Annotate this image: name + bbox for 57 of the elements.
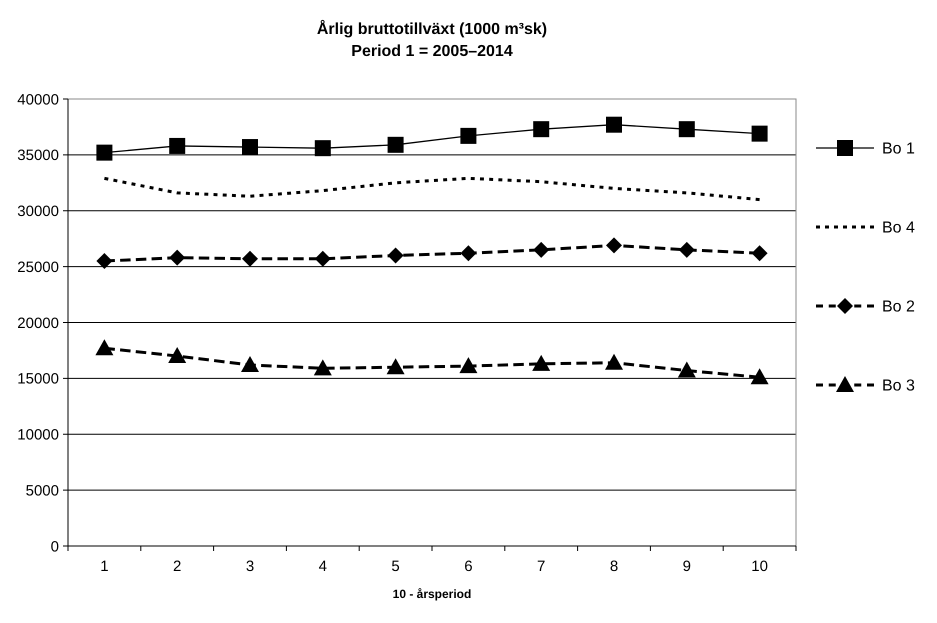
- y-tick-label: 5000: [26, 482, 59, 500]
- x-tick-label: 1: [100, 558, 109, 575]
- point: [460, 128, 476, 144]
- point: [678, 242, 695, 258]
- y-tick-label: 10000: [17, 426, 59, 444]
- point: [314, 359, 332, 376]
- point: [169, 138, 186, 154]
- y-tick-label: 25000: [17, 258, 59, 276]
- point: [242, 139, 258, 156]
- point: [388, 136, 404, 153]
- point: [460, 245, 476, 262]
- point: [533, 121, 550, 138]
- point: [459, 357, 478, 374]
- point: [241, 356, 259, 372]
- y-tick-label: 20000: [17, 314, 59, 332]
- point: [752, 245, 768, 262]
- x-tick-label: 4: [318, 558, 327, 575]
- point: [169, 250, 186, 266]
- x-tick-label: 10: [751, 558, 768, 575]
- chart-subtitle: Period 1 = 2005–2014: [351, 43, 513, 60]
- point: [96, 253, 112, 270]
- y-tick-label: 35000: [17, 147, 59, 164]
- point: [605, 354, 623, 370]
- point: [532, 354, 550, 371]
- point: [750, 368, 769, 384]
- line-series: [102, 176, 762, 202]
- y-tick-label: 30000: [17, 203, 59, 220]
- chart-title: Årlig bruttotillväxt (1000 m³sk): [316, 19, 548, 38]
- y-tick-label: 15000: [17, 370, 59, 388]
- x-axis-title: 10 - årsperiod: [392, 587, 472, 601]
- y-tick-label: 40000: [17, 91, 59, 108]
- point: [606, 237, 622, 254]
- legend-label: Bo 4: [882, 220, 916, 237]
- x-tick-label: 7: [537, 558, 546, 575]
- point: [242, 250, 258, 267]
- x-tick-label: 2: [173, 558, 182, 575]
- x-tick-label: 8: [610, 558, 618, 575]
- legend-label: Bo 1: [882, 140, 916, 158]
- y-tick-label: 0: [50, 538, 59, 556]
- point: [95, 339, 114, 356]
- point: [606, 116, 622, 133]
- point: [388, 247, 404, 264]
- point: [678, 362, 696, 378]
- legend-label: Bo 3: [882, 378, 916, 395]
- point: [678, 121, 695, 138]
- point: [96, 144, 112, 161]
- point: [168, 347, 186, 364]
- point: [386, 358, 405, 374]
- x-tick-label: 3: [246, 558, 254, 575]
- legend-label: Bo 2: [882, 298, 916, 316]
- x-tick-label: 6: [464, 558, 473, 575]
- x-tick-label: 5: [391, 558, 400, 575]
- point: [314, 250, 331, 267]
- x-tick-label: 9: [682, 558, 691, 575]
- point: [314, 140, 331, 156]
- point: [752, 126, 768, 142]
- point: [533, 242, 550, 258]
